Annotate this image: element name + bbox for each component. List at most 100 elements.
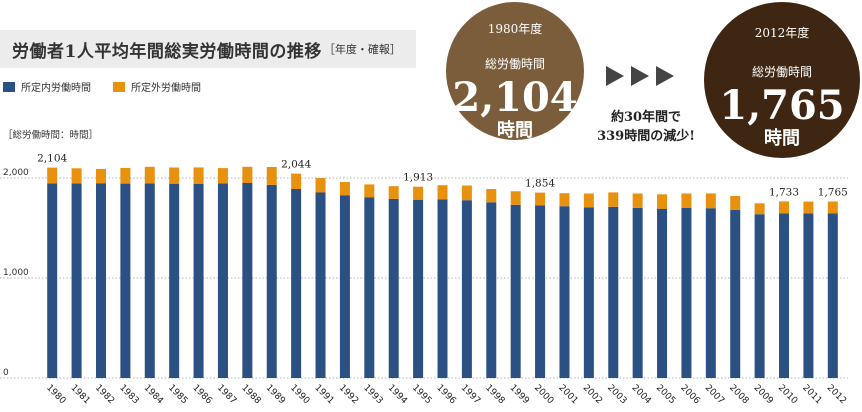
bar-scheduled — [291, 189, 302, 378]
bar-overtime — [779, 201, 790, 214]
bar-scheduled — [413, 199, 424, 378]
data-label: 2,044 — [281, 159, 311, 171]
bar-scheduled — [47, 183, 58, 378]
callout-2012-value: 1,765 — [719, 82, 845, 129]
bar-overtime — [535, 192, 546, 206]
bar-overtime — [217, 168, 228, 184]
bar-overtime — [120, 168, 131, 184]
legend: 所定内労働時間 所定外労働時間 — [3, 79, 223, 94]
x-tick-label: 1990 — [288, 383, 311, 406]
y-tick-label: 2,000 — [3, 168, 29, 178]
bar-overtime — [754, 203, 765, 215]
x-tick-label: 2000 — [532, 383, 555, 406]
triangle-right-icon — [656, 66, 674, 86]
callout-2012-unit: 時間 — [764, 128, 800, 149]
bar-overtime — [144, 166, 155, 184]
chart-title-box: 労働者1人平均年間総実労働時間の推移 ［年度・確報］ — [0, 30, 416, 68]
bar-scheduled — [193, 183, 204, 378]
bar-overtime — [510, 191, 521, 205]
reduction-note-line1: 約30年間で — [610, 110, 682, 125]
bar-scheduled — [730, 209, 741, 378]
x-tick-label: 1993 — [361, 383, 384, 406]
bar-overtime — [681, 193, 692, 208]
bar-scheduled — [266, 184, 277, 378]
x-tick-label: 1996 — [434, 383, 457, 406]
data-label: 2,104 — [37, 153, 67, 165]
data-label: 1,854 — [525, 178, 555, 190]
bar-overtime — [730, 196, 741, 210]
x-tick-label: 2008 — [727, 383, 750, 406]
bar-overtime — [95, 168, 106, 184]
bar-overtime — [461, 185, 472, 201]
bar-scheduled — [486, 202, 497, 378]
bar-scheduled — [510, 204, 521, 378]
bar-scheduled — [315, 192, 326, 378]
bar-overtime — [413, 186, 424, 200]
x-tick-label: 1999 — [508, 383, 531, 406]
bar-overtime — [827, 201, 838, 214]
y-tick-label: 0 — [3, 368, 9, 378]
x-tick-label: 2005 — [654, 383, 677, 406]
bar-scheduled — [339, 195, 350, 378]
bar-overtime — [291, 173, 302, 189]
bar-overtime — [71, 168, 82, 184]
x-tick-label: 1984 — [142, 383, 165, 406]
bar-overtime — [242, 166, 253, 183]
bar-overtime — [169, 167, 180, 184]
callout-2012-caption: 総労働時間 — [751, 65, 812, 79]
x-tick-label: 1980 — [44, 383, 67, 406]
x-tick-label: 1983 — [117, 383, 140, 406]
data-label: 1,765 — [818, 187, 848, 199]
callout-2012-circle: 2012年度 総労働時間 1,765 時間 — [704, 2, 860, 158]
data-label: 1,913 — [403, 172, 433, 184]
bar-overtime — [339, 182, 350, 196]
bar-scheduled — [705, 208, 716, 378]
x-tick-label: 2011 — [800, 383, 823, 406]
bar-scheduled — [657, 208, 668, 378]
bar-scheduled — [242, 183, 253, 378]
x-tick-label: 1992 — [337, 383, 360, 406]
bar-overtime — [705, 193, 716, 209]
x-tick-label: 1991 — [312, 383, 335, 406]
bar-overtime — [364, 184, 375, 198]
callout-2012-year: 2012年度 — [754, 26, 810, 40]
x-tick-label: 1994 — [386, 383, 409, 406]
bar-scheduled — [803, 213, 814, 378]
callout-1980-year: 1980年度 — [487, 22, 543, 36]
bar-scheduled — [71, 183, 82, 378]
bar-scheduled — [437, 199, 448, 378]
callout-1980-caption: 総労働時間 — [484, 57, 545, 71]
bar-overtime — [803, 201, 814, 214]
bar-scheduled — [754, 214, 765, 378]
bar-scheduled — [461, 200, 472, 378]
bar-overtime — [47, 167, 58, 184]
bar-overtime — [608, 192, 619, 207]
legend-item-overtime: 所定外労働時間 — [113, 79, 201, 94]
x-tick-label: 1998 — [483, 383, 506, 406]
x-tick-label: 2006 — [678, 383, 701, 406]
x-tick-label: 2012 — [825, 383, 848, 406]
triangle-right-icon — [606, 66, 624, 86]
bar-overtime — [657, 194, 668, 209]
bar-scheduled — [583, 207, 594, 378]
x-tick-label: 1997 — [459, 383, 482, 406]
triangle-right-icon-group — [606, 66, 681, 86]
callout-1980-unit: 時間 — [497, 120, 533, 141]
triangle-right-icon — [631, 66, 649, 86]
x-tick-label: 2002 — [581, 383, 604, 406]
bar-overtime — [193, 167, 204, 184]
callout-1980-value: 2,104 — [452, 74, 578, 121]
reduction-note-line2: 339時間の減少! — [597, 129, 695, 144]
x-tick-label: 1988 — [239, 383, 262, 406]
x-tick-label: 1982 — [93, 383, 116, 406]
bar-scheduled — [559, 206, 570, 378]
x-tick-label: 2009 — [751, 383, 774, 406]
x-tick-label: 1987 — [215, 383, 238, 406]
chart-title: 労働者1人平均年間総実労働時間の推移 — [12, 41, 322, 62]
y-axis-unit-label: ［総労働時間：時間］ — [3, 130, 99, 141]
y-tick-label: 1,000 — [3, 268, 29, 278]
bar-overtime — [632, 193, 643, 208]
bar-overtime — [388, 186, 399, 199]
legend-swatch-scheduled — [3, 81, 15, 92]
